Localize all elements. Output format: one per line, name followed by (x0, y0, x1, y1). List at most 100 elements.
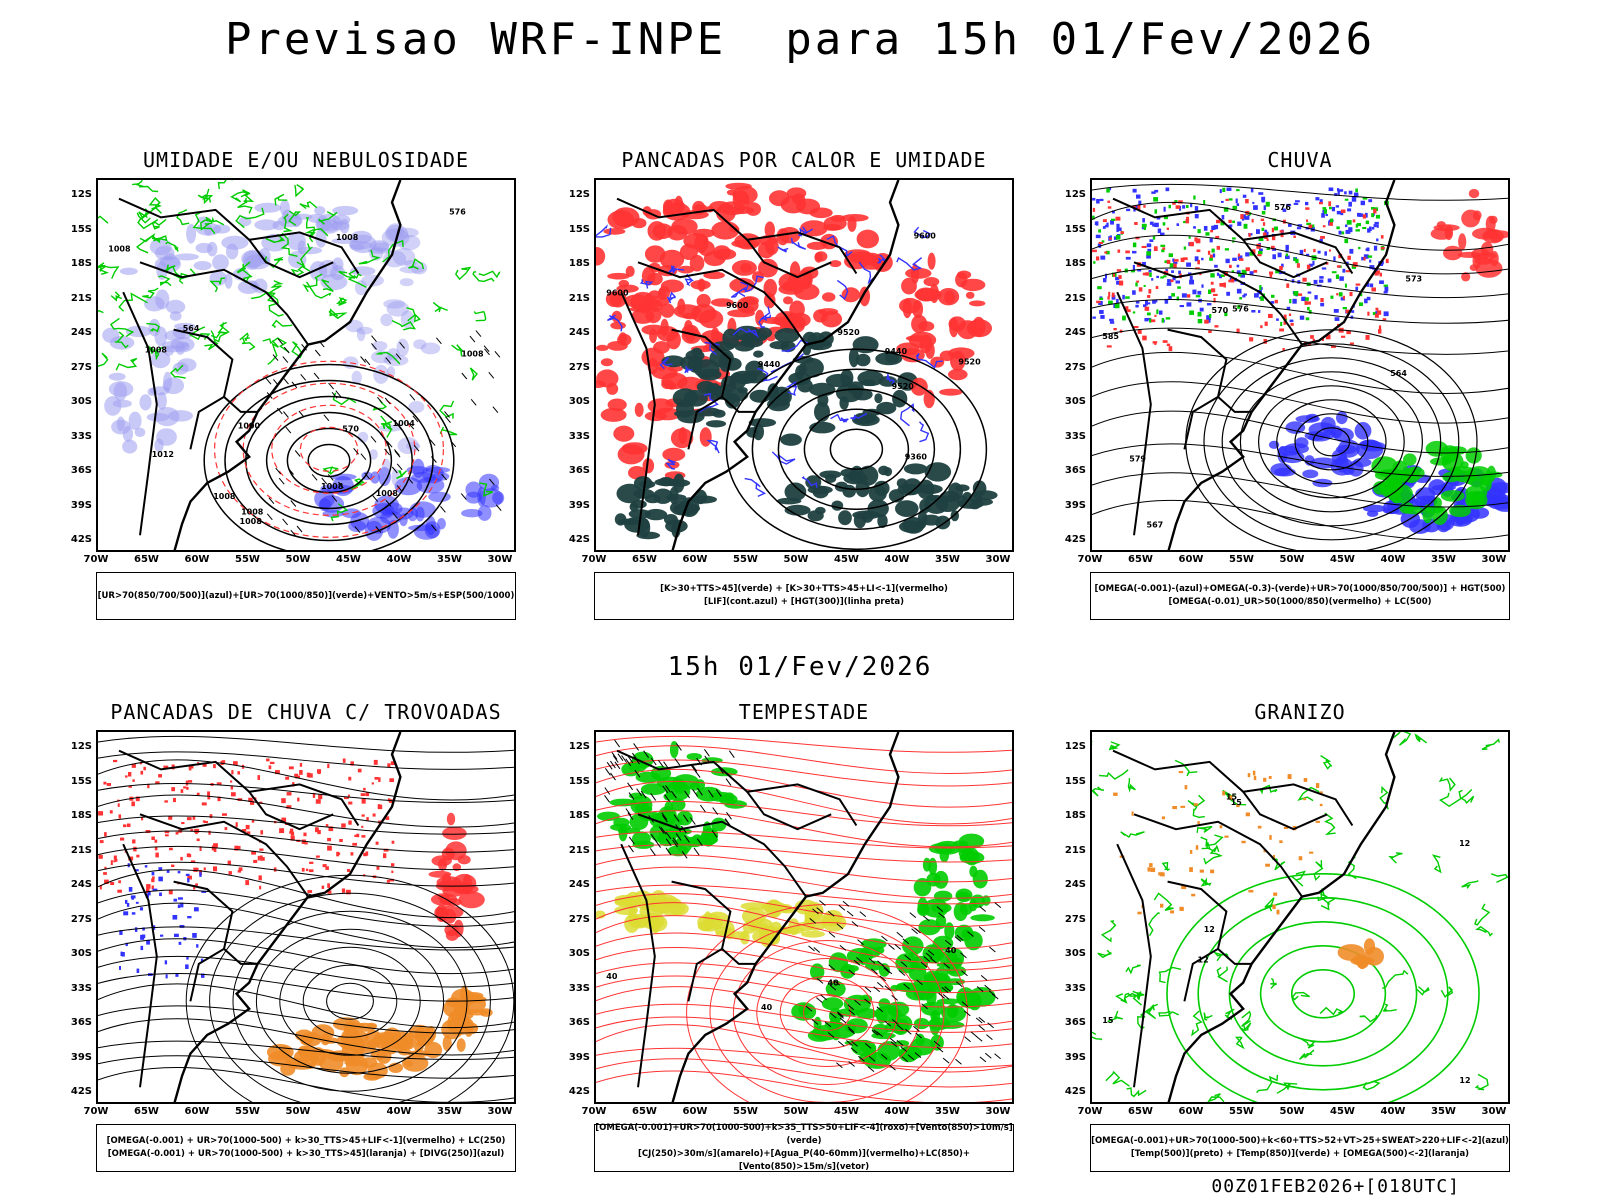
wind-vector (399, 341, 405, 349)
field-patch (825, 980, 846, 998)
wind-vector (396, 485, 403, 492)
wind-vector (848, 1009, 855, 1016)
wind-vector (864, 986, 872, 993)
field-dot (199, 846, 202, 851)
field-dot (1186, 216, 1190, 221)
contour-line (1475, 925, 1493, 937)
field-patch (670, 428, 694, 449)
contour-line (1431, 854, 1442, 874)
field-dot (1333, 256, 1336, 261)
field-dot (1369, 283, 1374, 288)
field-patch (149, 238, 172, 256)
field-dot (1205, 232, 1210, 236)
field-patch (902, 298, 912, 319)
contour-line (1120, 992, 1145, 1004)
field-dot (1115, 234, 1121, 240)
wind-vector (614, 739, 621, 748)
field-dot (1141, 223, 1147, 228)
country-border (671, 328, 732, 450)
wind-vector (876, 982, 884, 988)
field-dot (1204, 319, 1209, 324)
field-dot (1125, 296, 1130, 299)
field-dot (134, 927, 138, 932)
field-dot (151, 836, 155, 840)
latitude-label: 27S (70, 913, 92, 925)
field-patch (319, 495, 345, 513)
contour-label: 1008 (461, 350, 484, 359)
contour-label: 9600 (914, 231, 937, 240)
field-patch (407, 507, 418, 522)
wind-vector (650, 834, 657, 842)
field-dot (260, 857, 265, 861)
field-dot (1209, 254, 1213, 258)
field-dot (1345, 309, 1350, 314)
wind-vector (673, 814, 680, 822)
field-dot (213, 866, 218, 872)
country-border (248, 239, 334, 279)
field-patch (445, 841, 467, 861)
latitude-label: 30S (1064, 948, 1086, 959)
contour-line (439, 400, 455, 419)
wind-vector (266, 513, 273, 521)
field-dot (383, 853, 387, 859)
wind-vector (606, 762, 613, 770)
field-dot (123, 911, 129, 916)
longitude-label: 35W (1431, 1106, 1456, 1117)
field-dot (1113, 792, 1118, 796)
field-dot (192, 933, 197, 938)
contour-line (148, 345, 164, 361)
isobar-contour (803, 994, 851, 1031)
field-dot (1147, 248, 1152, 252)
streamline (98, 955, 514, 988)
contour-line (1100, 920, 1117, 943)
field-dot (175, 831, 179, 835)
contour-line (142, 287, 159, 299)
field-patch (300, 1035, 313, 1046)
contour-label: 564 (183, 324, 200, 333)
field-dot (1364, 212, 1368, 218)
field-dot (195, 883, 198, 887)
latitude-label: 30S (70, 948, 92, 959)
wind-vector (354, 526, 361, 533)
field-patch (490, 484, 500, 492)
latitude-label: 12S (568, 741, 590, 752)
wind-vector (625, 758, 632, 767)
field-dot (1237, 255, 1243, 260)
field-dot (1258, 236, 1264, 242)
field-patch (727, 309, 755, 318)
field-dot (1149, 239, 1154, 242)
latitude-label: 33S (568, 982, 590, 994)
contour-label: 1008 (336, 233, 359, 242)
wind-vector (711, 830, 718, 838)
field-patch (957, 270, 972, 280)
field-patch (399, 278, 414, 287)
field-dot (1374, 313, 1379, 318)
field-patch (425, 466, 451, 474)
field-dot (1304, 301, 1308, 305)
field-dot (158, 867, 163, 871)
isobar-contour (265, 411, 393, 510)
field-dot (187, 875, 192, 880)
field-dot (290, 835, 295, 841)
field-dot (169, 847, 173, 851)
field-dot (120, 837, 125, 841)
wind-vector (371, 335, 377, 343)
field-patch (1285, 421, 1306, 434)
contour-line (241, 337, 256, 351)
latitude-label: 21S (70, 844, 92, 856)
latitude-label: 24S (1064, 327, 1086, 338)
field-dot (1195, 238, 1201, 244)
wind-vector (890, 1041, 898, 1048)
latitude-label: 39S (568, 1051, 590, 1063)
field-dot (117, 889, 122, 893)
field-dot (259, 855, 263, 859)
streamline (596, 986, 1012, 1027)
panel-legend: [OMEGA(-0.001)+UR>70(1000-500)+k<60+TTS>… (1090, 1124, 1510, 1172)
field-dot (98, 854, 103, 859)
field-patch (154, 438, 164, 453)
latitude-label: 27S (70, 361, 92, 373)
wind-vector (856, 957, 863, 963)
contour-line (830, 413, 849, 423)
wind-vector (901, 1056, 909, 1063)
field-patch (1443, 245, 1463, 261)
